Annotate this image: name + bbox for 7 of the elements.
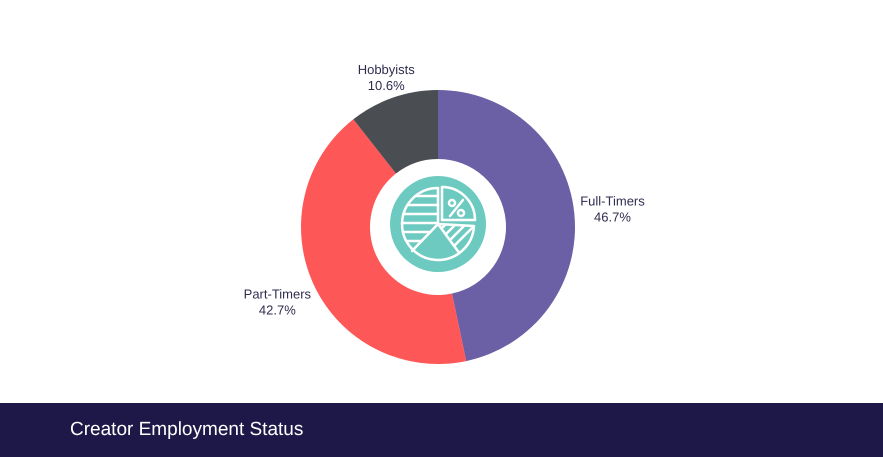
slice-label: Full-Timers — [580, 193, 646, 208]
slice-label: Hobbyists — [358, 62, 416, 77]
slice-label: Part-Timers — [244, 286, 312, 302]
text: Creator Employment Status — [70, 419, 304, 441]
data-label: 46.7% — [594, 209, 632, 224]
data-label: 42.7% — [258, 302, 296, 318]
data-label: 10.6% — [368, 78, 406, 93]
